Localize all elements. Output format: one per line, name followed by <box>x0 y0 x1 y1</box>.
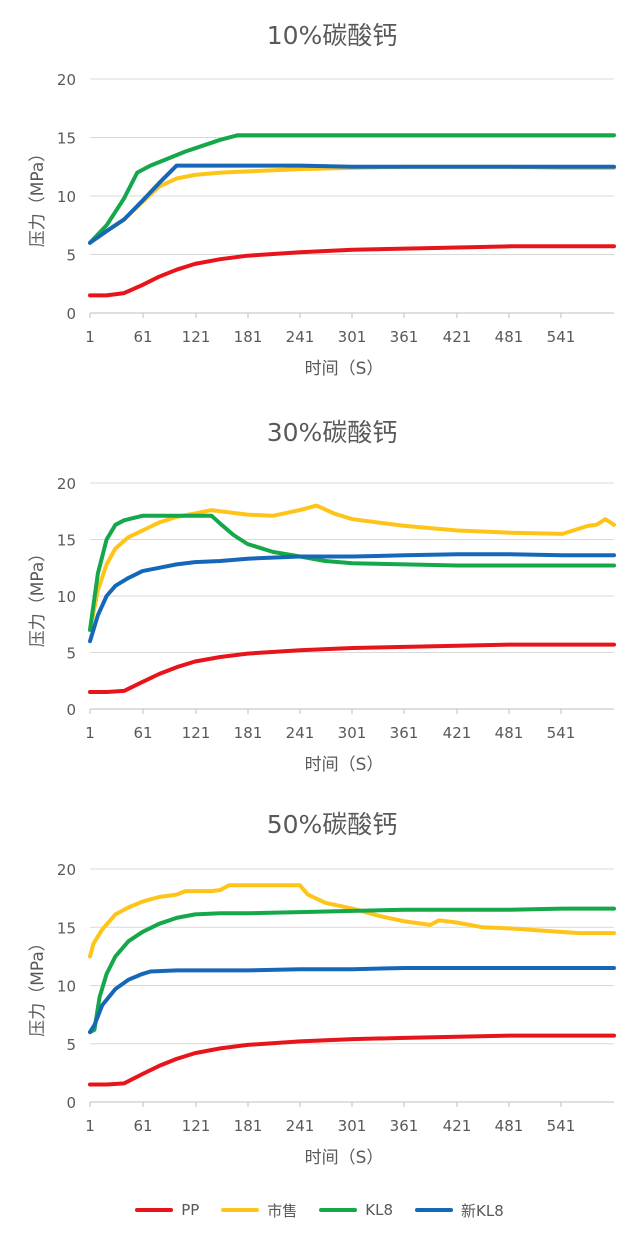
x-tick-label-2-181: 181 <box>234 724 263 742</box>
x-tick-label-1-121: 121 <box>182 328 211 346</box>
legend-swatch-pp <box>135 1208 174 1212</box>
x-tick-label-2-301: 301 <box>338 724 367 742</box>
legend-label-new-kl8: 新KL8 <box>461 1201 504 1220</box>
legend-swatch-market <box>221 1208 260 1212</box>
x-tick-label-2-61: 61 <box>133 724 152 742</box>
y-tick-label-2-20: 20 <box>57 475 76 493</box>
x-tick-label-3-241: 241 <box>286 1117 315 1135</box>
x-tick-label-2-541: 541 <box>547 724 576 742</box>
legend-item-new-kl8: 新KL8 <box>415 1200 504 1221</box>
y-tick-label-1-20: 20 <box>57 71 76 89</box>
y-tick-label-3-0: 0 <box>66 1094 76 1112</box>
y-tick-label-3-10: 10 <box>57 978 76 996</box>
y-tick-label-1-10: 10 <box>57 188 76 206</box>
legend-item-market: 市售 <box>221 1200 297 1221</box>
x-tick-label-2-361: 361 <box>390 724 419 742</box>
x-tick-label-3-541: 541 <box>547 1117 576 1135</box>
series-line-3-市售 <box>88 883 616 959</box>
series-line-2-PP <box>88 642 616 694</box>
y-tick-label-1-0: 0 <box>66 305 76 323</box>
series-line-3-新KL8 <box>88 966 616 1035</box>
x-tick-label-3-421: 421 <box>443 1117 472 1135</box>
x-tick-label-2-241: 241 <box>286 724 315 742</box>
y-tick-label-3-15: 15 <box>57 919 76 937</box>
y-axis-label-1: 压力（MPa） <box>28 145 48 248</box>
y-tick-label-3-20: 20 <box>57 861 76 879</box>
x-tick-label-1-541: 541 <box>547 328 576 346</box>
x-tick-label-1-181: 181 <box>234 328 263 346</box>
chart-title-1: 10%碳酸钙 <box>267 21 398 50</box>
legend-item-pp: PP <box>135 1201 199 1219</box>
y-tick-label-2-5: 5 <box>66 645 76 663</box>
y-tick-label-2-15: 15 <box>57 532 76 550</box>
series-line-1-市售 <box>88 164 616 245</box>
x-tick-label-1-301: 301 <box>338 328 367 346</box>
chart-title-3: 50%碳酸钙 <box>267 810 398 839</box>
y-axis-label-3: 压力（MPa） <box>28 934 48 1037</box>
series-line-2-新KL8 <box>88 552 616 644</box>
series-line-1-PP <box>88 244 616 298</box>
legend-swatch-new-kl8 <box>415 1208 454 1212</box>
legend-label-kl8: KL8 <box>365 1201 394 1219</box>
x-axis-label-2: 时间（S） <box>305 755 384 775</box>
x-tick-label-2-1: 1 <box>85 724 95 742</box>
series-line-3-PP <box>88 1033 616 1087</box>
legend: PP 市售 KL8 新KL8 <box>0 1190 639 1230</box>
y-tick-label-3-5: 5 <box>66 1036 76 1054</box>
x-tick-label-1-421: 421 <box>443 328 472 346</box>
x-tick-label-2-421: 421 <box>443 724 472 742</box>
y-tick-label-1-15: 15 <box>57 130 76 148</box>
x-tick-label-1-361: 361 <box>390 328 419 346</box>
x-tick-label-1-481: 481 <box>495 328 524 346</box>
x-axis-label-1: 时间（S） <box>305 359 384 379</box>
series-line-2-KL8 <box>88 513 616 632</box>
x-tick-label-3-61: 61 <box>133 1117 152 1135</box>
series-line-1-KL8 <box>88 133 616 245</box>
series-line-1-新KL8 <box>88 163 616 245</box>
y-tick-label-2-10: 10 <box>57 588 76 606</box>
x-tick-label-1-61: 61 <box>133 328 152 346</box>
series-line-2-市售 <box>88 503 616 632</box>
x-tick-label-3-301: 301 <box>338 1117 367 1135</box>
chart-title-2: 30%碳酸钙 <box>267 418 398 447</box>
x-tick-label-3-121: 121 <box>182 1117 211 1135</box>
legend-label-market: 市售 <box>267 1201 298 1220</box>
legend-label-pp: PP <box>181 1201 200 1219</box>
legend-swatch-kl8 <box>319 1208 358 1212</box>
x-tick-label-3-181: 181 <box>234 1117 263 1135</box>
x-tick-label-3-361: 361 <box>390 1117 419 1135</box>
x-tick-label-3-1: 1 <box>85 1117 95 1135</box>
legend-item-kl8: KL8 <box>319 1201 393 1219</box>
y-axis-label-2: 压力（MPa） <box>28 545 48 648</box>
y-tick-label-1-5: 5 <box>66 247 76 265</box>
x-tick-label-1-241: 241 <box>286 328 315 346</box>
x-axis-label-3: 时间（S） <box>305 1148 384 1168</box>
series-line-3-KL8 <box>88 906 616 1035</box>
x-tick-label-1-1: 1 <box>85 328 95 346</box>
x-tick-label-2-121: 121 <box>182 724 211 742</box>
x-tick-label-3-481: 481 <box>495 1117 524 1135</box>
y-tick-label-2-0: 0 <box>66 701 76 719</box>
x-tick-label-2-481: 481 <box>495 724 524 742</box>
